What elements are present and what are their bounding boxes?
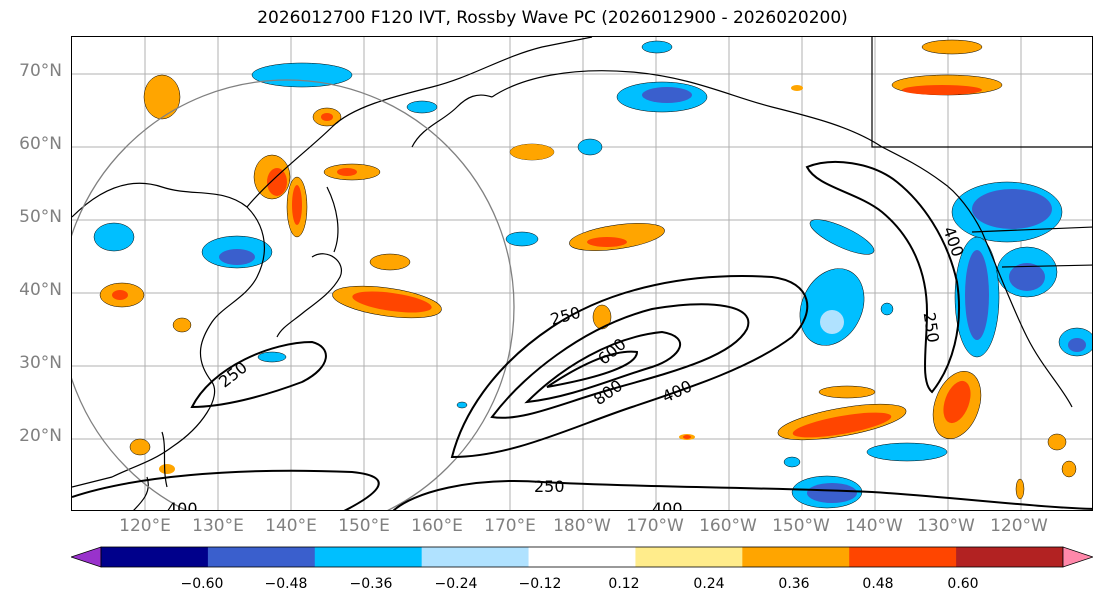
lon-label-120e: 120°E [119,516,171,536]
cb-tick-2: −0.48 [264,576,308,592]
colorbar-segment [528,547,636,567]
colorbar-segments [71,546,1093,568]
contour-label-250-west: 250 [215,358,251,392]
ivt-contours [72,161,1092,510]
contour-label-400-sw: 400 [167,499,198,511]
lon-label-130e: 130°E [192,516,244,536]
cb-tick-4: −0.24 [434,576,478,592]
cb-tick-5: −0.12 [518,576,562,592]
lon-label-150w: 150°W [772,516,830,536]
positive-anomaly-patches [99,39,1077,500]
colorbar [71,546,1093,568]
colorbar-segment [207,547,316,567]
lon-label-160e: 160°E [411,516,463,536]
negative-anomaly-patches [93,40,1092,509]
lon-label-140w: 140°W [845,516,903,536]
contour-label-400-center: 400 [659,376,695,406]
lat-label-50: 50°N [19,207,62,227]
lon-label-170w: 170°W [626,516,684,536]
contour-label-250-east: 250 [920,311,943,344]
colorbar-segment [421,547,530,567]
colorbar-segment [101,547,209,567]
map-title: 2026012700 F120 IVT, Rossby Wave PC (202… [257,8,848,28]
lon-label-140e: 140°E [265,516,317,536]
rossby-region-circle [72,79,515,510]
gridlines [72,37,1092,510]
lat-label-70: 70°N [19,61,62,81]
lon-label-170e: 170°E [484,516,536,536]
lat-label-60: 60°N [19,134,62,154]
colorbar-segment [956,547,1064,567]
cb-tick-10: 0.60 [947,576,979,592]
lon-label-120w: 120°W [990,516,1048,536]
cb-tick-6: 0.12 [608,576,640,592]
cb-tick-8: 0.36 [778,576,810,592]
lon-label-160w: 160°W [699,516,757,536]
lat-label-20: 20°N [19,426,62,446]
colorbar-extend-high [1062,546,1093,568]
lat-label-30: 30°N [19,353,62,373]
colorbar-segment [635,547,743,567]
contour-label-250-south: 250 [534,477,565,496]
colorbar-segment [314,547,423,567]
contour-label-group: 250 250 250 250 400 400 400 400 600 800 [167,224,968,511]
cb-tick-7: 0.24 [693,576,725,592]
colorbar-segment [849,547,957,567]
cb-tick-9: 0.48 [862,576,894,592]
colorbar-extend-low [71,546,102,568]
lat-label-40: 40°N [19,280,62,300]
contour-label-400-south: 400 [652,499,683,511]
lon-label-130w: 130°W [917,516,975,536]
colorbar-segment [742,547,850,567]
lon-label-150e: 150°E [338,516,390,536]
map-panel[interactable]: 250 250 250 250 400 400 400 400 600 800 [71,36,1093,511]
contour-label-250-center: 250 [548,303,582,329]
contour-label-800: 800 [590,376,626,409]
map-canvas: 250 250 250 250 400 400 400 400 600 800 [72,37,1092,511]
coastlines [72,37,1092,510]
cb-tick-3: −0.36 [349,576,393,592]
cb-tick-1: −0.60 [180,576,224,592]
lon-label-180w: 180°W [553,516,611,536]
